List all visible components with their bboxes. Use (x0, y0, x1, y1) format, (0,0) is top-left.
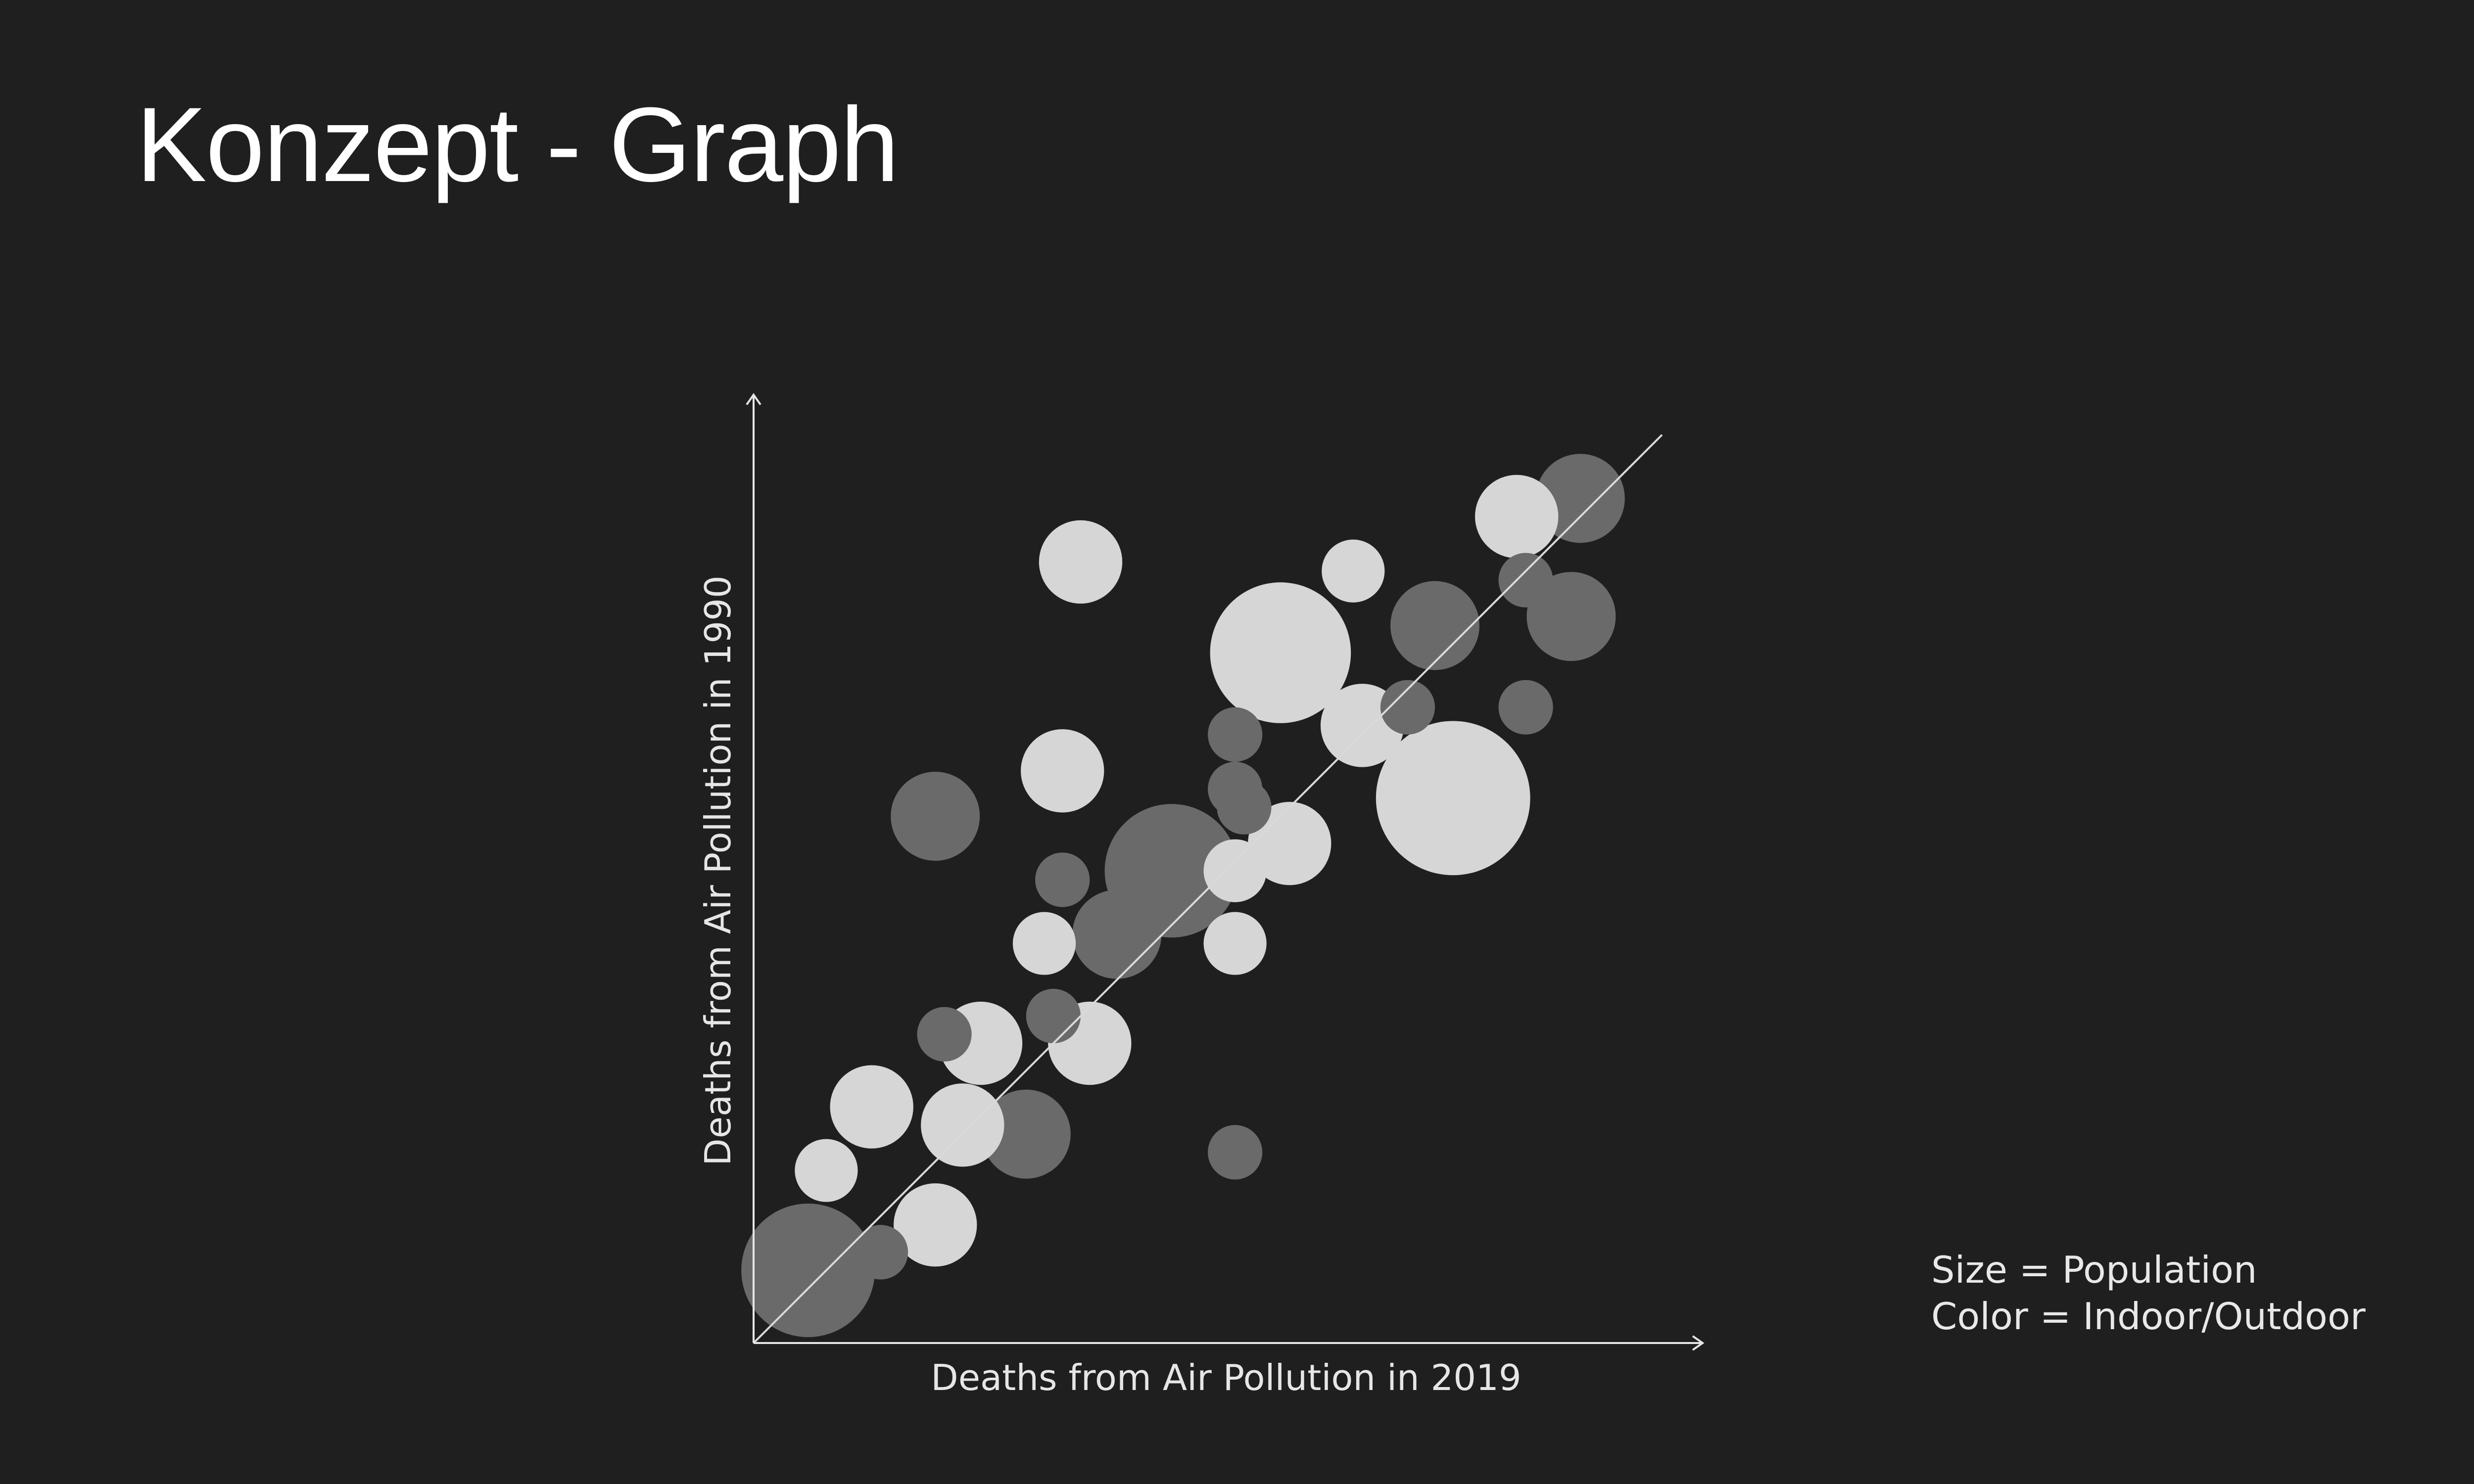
y-axis-arrowhead (746, 393, 761, 406)
bubble-light-0 (1376, 721, 1530, 876)
bubble-dark-27 (1498, 680, 1553, 735)
bubble-light-24 (795, 1139, 858, 1202)
bubble-dark-9 (981, 1089, 1071, 1179)
bubble-light-20 (1322, 539, 1385, 603)
legend-color-text: Color = Indoor/Outdoor (1931, 1295, 2366, 1338)
bubble-light-10 (1039, 520, 1123, 604)
bubble-dark-8 (1072, 889, 1162, 979)
bubble-light-17 (830, 1065, 913, 1149)
bubble-dark-34 (1208, 1125, 1263, 1180)
bubble-layer (741, 454, 1625, 1338)
bubble-dark-6 (1390, 581, 1479, 670)
bubble-dark-7 (891, 772, 980, 861)
bubble-dark-25 (1498, 553, 1553, 607)
bubble-dark-3 (741, 1204, 875, 1338)
x-axis-label: Deaths from Air Pollution in 2019 (931, 1357, 1521, 1398)
bubble-light-1 (1210, 582, 1351, 723)
bubble-light-13 (1475, 474, 1559, 558)
reference-diagonal-line (753, 434, 1663, 1344)
bubble-dark-30 (1217, 780, 1272, 835)
bubble-light-11 (1021, 729, 1104, 813)
legend-size-text: Size = Population (1931, 1248, 2257, 1292)
bubble-light-21 (1203, 839, 1267, 902)
bubble-dark-33 (1026, 988, 1081, 1044)
bubble-light-23 (1012, 912, 1076, 975)
x-axis-arrowhead (1692, 1335, 1705, 1351)
bubble-light-18 (921, 1083, 1004, 1167)
bubble-light-14 (1248, 802, 1332, 885)
bubble-light-22 (1203, 912, 1267, 975)
bubble-dark-31 (1035, 852, 1090, 907)
page-title: Konzept - Graph (136, 86, 899, 204)
bubble-dark-32 (917, 1007, 972, 1062)
bubble-dark-28 (1208, 707, 1263, 762)
bubble-light-19 (894, 1183, 977, 1267)
bubble-dark-26 (1380, 680, 1435, 735)
bubble-dark-35 (853, 1225, 908, 1280)
axes (746, 393, 1705, 1351)
y-axis-label: Deaths from Air Pollution in 1990 (697, 575, 739, 1165)
legend: Size = Population Color = Indoor/Outdoor (1931, 1247, 2366, 1340)
